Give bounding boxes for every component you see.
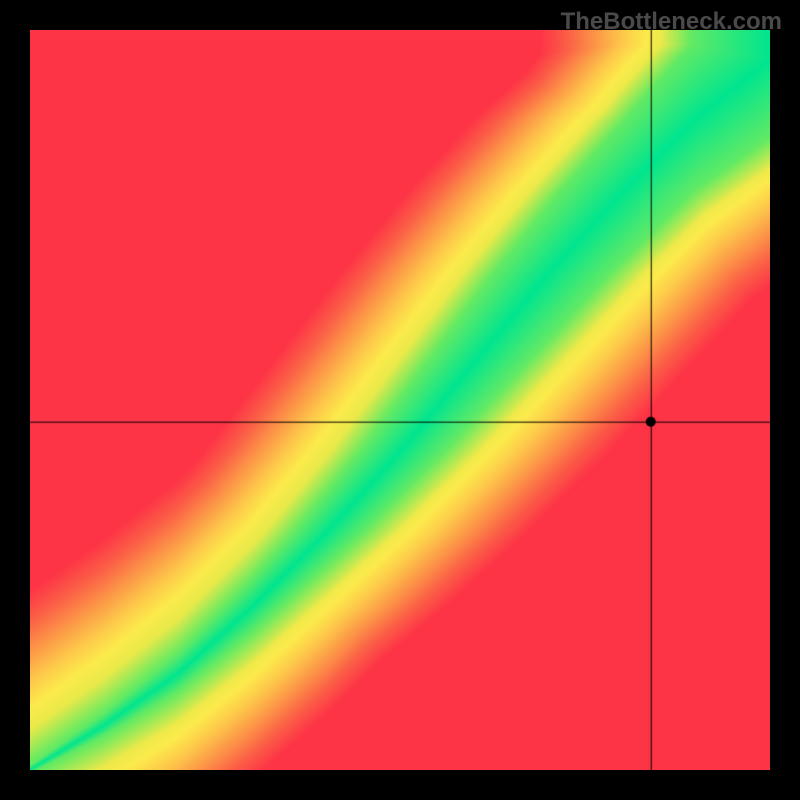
heatmap-plot-area [30, 30, 770, 770]
watermark-text: TheBottleneck.com [561, 8, 782, 36]
chart-container: TheBottleneck.com [0, 0, 800, 800]
heatmap-canvas [30, 30, 770, 770]
